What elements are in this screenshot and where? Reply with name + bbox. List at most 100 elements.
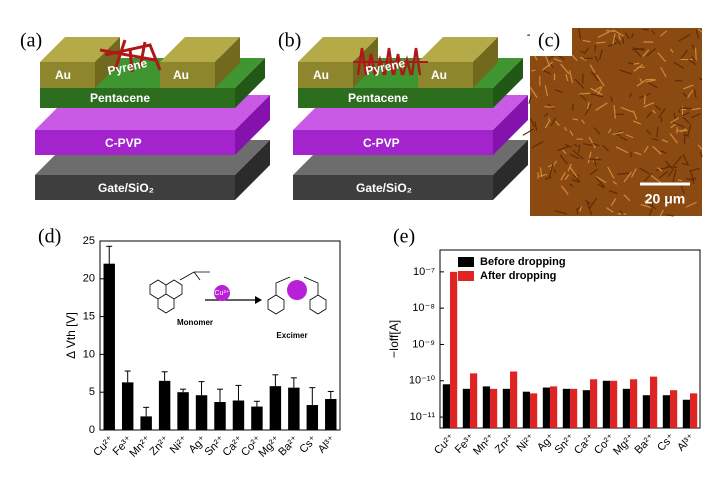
afm-texture <box>694 47 697 61</box>
y-axis-label: −Ioff[A] <box>387 320 401 358</box>
bar <box>562 388 570 428</box>
afm-texture <box>617 172 631 175</box>
afm-texture <box>691 44 695 50</box>
afm-texture <box>683 84 694 90</box>
scale-label: 20 μm <box>645 191 685 207</box>
afm-texture <box>682 92 688 98</box>
layer-label: C-PVP <box>105 136 142 150</box>
afm-texture <box>646 111 652 118</box>
inset-molecule <box>267 276 327 315</box>
afm-texture <box>619 136 628 141</box>
bar <box>602 380 610 428</box>
bar <box>630 379 638 428</box>
afm-texture <box>680 128 687 133</box>
afm-texture <box>643 145 649 153</box>
afm-texture <box>583 143 594 147</box>
afm-texture <box>622 37 625 44</box>
afm-texture <box>619 69 632 75</box>
afm-texture <box>572 149 584 160</box>
x-tick-label: Zn²⁺ <box>148 434 172 458</box>
afm-texture <box>620 106 634 113</box>
afm-texture <box>531 69 536 72</box>
bar <box>214 402 226 430</box>
afm-texture <box>553 58 562 63</box>
legend-swatch <box>458 271 474 281</box>
layer-label: Pentacene <box>348 91 408 105</box>
afm-texture <box>631 47 645 51</box>
layer-side <box>95 37 120 88</box>
afm-texture <box>612 33 616 45</box>
layer-front <box>298 62 353 88</box>
bar <box>482 386 490 428</box>
y-tick-label: 20 <box>83 273 95 285</box>
afm-texture <box>550 117 557 126</box>
afm-texture <box>578 27 582 40</box>
afm-texture <box>645 79 656 83</box>
afm-texture <box>644 172 653 182</box>
afm-texture <box>673 155 683 167</box>
inset-molecule <box>149 271 210 314</box>
afm-texture <box>597 31 610 39</box>
afm-texture <box>597 86 603 95</box>
afm-texture <box>556 145 570 152</box>
afm-texture <box>561 185 569 196</box>
afm-texture <box>562 149 567 155</box>
afm-texture <box>681 163 690 166</box>
panel-label: (a) <box>20 30 42 52</box>
layer-label: Gate/SiO₂ <box>356 181 412 195</box>
afm-texture <box>636 78 648 87</box>
molecule <box>365 53 377 76</box>
afm-texture <box>595 176 605 188</box>
afm-texture <box>625 134 634 139</box>
afm-texture <box>678 109 681 114</box>
layer-side <box>235 58 265 108</box>
molecule <box>128 47 134 73</box>
bar <box>582 390 590 428</box>
afm-texture <box>667 168 675 178</box>
afm-texture <box>658 171 669 179</box>
bar <box>442 384 450 428</box>
afm-texture <box>580 50 587 54</box>
layer-top <box>418 37 498 62</box>
layer-front <box>35 175 235 200</box>
layer-side <box>235 95 270 155</box>
layer-label: C-PVP <box>363 136 400 150</box>
legend-swatch <box>458 257 474 267</box>
afm-texture <box>549 63 554 68</box>
afm-texture <box>529 87 538 98</box>
layer-top <box>40 37 120 62</box>
afm-texture <box>645 129 652 135</box>
afm-texture <box>571 178 580 183</box>
bar <box>550 386 558 428</box>
y-tick-label: 5 <box>89 386 95 398</box>
afm-texture <box>574 78 585 89</box>
bar <box>470 373 478 428</box>
panel-label: (e) <box>393 226 415 248</box>
x-tick-label: Ca²⁺ <box>572 432 597 457</box>
afm-texture <box>657 167 663 172</box>
afm-texture <box>639 78 643 83</box>
layer-side <box>215 37 240 88</box>
afm-texture <box>672 121 685 128</box>
inset-label: Excimer <box>276 331 307 340</box>
bar <box>662 395 670 428</box>
layer-side <box>493 95 528 155</box>
bar <box>510 371 518 428</box>
afm-texture <box>579 206 582 212</box>
bar <box>530 393 538 428</box>
afm-texture <box>639 167 650 175</box>
afm-texture <box>651 30 656 35</box>
layer-side <box>235 140 270 200</box>
layer-front <box>298 88 493 108</box>
afm-texture <box>698 77 703 81</box>
afm-texture <box>602 144 609 152</box>
afm-texture <box>586 202 593 216</box>
afm-texture <box>670 117 679 124</box>
afm-texture <box>632 110 638 120</box>
bar <box>490 388 498 428</box>
x-tick-label: Cs⁺ <box>655 432 677 454</box>
layer-top <box>298 37 378 62</box>
afm-texture <box>595 176 607 184</box>
layer-label: Gate/SiO₂ <box>98 181 154 195</box>
